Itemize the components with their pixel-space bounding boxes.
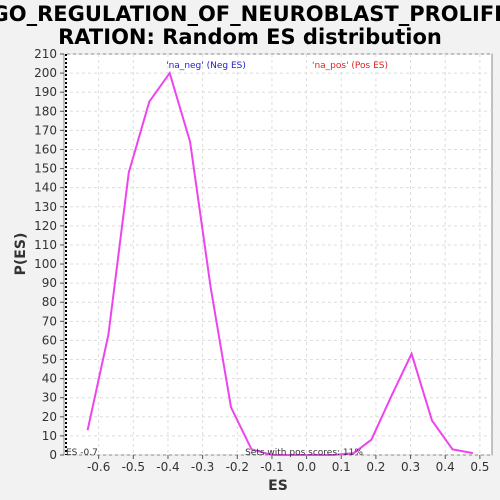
- y-tick-label: 50: [42, 353, 57, 367]
- y-tick-label: 200: [34, 66, 57, 80]
- y-tick-label: 90: [42, 276, 57, 290]
- x-tick-label: 0.2: [366, 460, 385, 474]
- plot-area: [63, 53, 493, 456]
- y-tick-label: 20: [42, 410, 57, 424]
- x-tick-label: -0.5: [122, 460, 145, 474]
- x-axis-ticks: -0.6 -0.5 -0.4 -0.3 -0.2 -0.1 0.0 0.1 0.2 0.3 0.4 0…: [87, 455, 489, 474]
- x-tick-label: 0.3: [401, 460, 420, 474]
- y-tick-label: 30: [42, 391, 57, 405]
- legend-neg: 'na_neg' (Neg ES): [166, 61, 246, 71]
- y-tick-label: 70: [42, 314, 57, 328]
- x-tick-label: -0.4: [156, 460, 179, 474]
- y-tick-label: 60: [42, 333, 57, 347]
- x-tick-label: -0.6: [87, 460, 110, 474]
- y-tick-label: 80: [42, 295, 57, 309]
- legend-pos: 'na_pos' (Pos ES): [312, 61, 388, 71]
- series-line: [86, 70, 474, 456]
- y-tick-label: 110: [34, 238, 57, 252]
- observed-es-label: ES -0.7: [66, 448, 98, 458]
- y-tick-label: 180: [34, 104, 57, 118]
- y-axis-label: P(ES): [13, 233, 29, 276]
- y-tick-label: 150: [34, 162, 57, 176]
- y-tick-label: 0: [49, 448, 57, 462]
- series-group: [86, 70, 474, 456]
- pos-scores-annotation: Sets with pos scores: 11%: [245, 448, 363, 458]
- x-tick-label: 0.4: [436, 460, 455, 474]
- y-tick-label: 130: [34, 200, 57, 214]
- y-tick-label: 170: [34, 123, 57, 137]
- x-tick-label: 0.1: [332, 460, 351, 474]
- y-tick-label: 140: [34, 181, 57, 195]
- y-tick-label: 190: [34, 85, 57, 99]
- y-tick-label: 120: [34, 219, 57, 233]
- x-tick-label: -0.2: [226, 460, 249, 474]
- y-tick-label: 210: [34, 47, 57, 61]
- y-tick-label: 40: [42, 372, 57, 386]
- x-tick-label: 0.0: [297, 460, 316, 474]
- y-axis-ticks: 0 10 20 30 40 50 60 70 80 90 100 110 120 130 140 150 160…: [34, 47, 64, 462]
- y-tick-label: 160: [34, 142, 57, 156]
- grid: [64, 53, 492, 456]
- x-tick-label: -0.1: [260, 460, 283, 474]
- x-tick-label: 0.5: [470, 460, 489, 474]
- y-tick-label: 10: [42, 429, 57, 443]
- y-tick-label: 100: [34, 257, 57, 271]
- x-axis-label: ES: [268, 478, 288, 494]
- x-tick-label: -0.3: [191, 460, 214, 474]
- chart-title-line-2: RATION: Random ES distribution: [58, 25, 442, 49]
- chart-title-line-1: GO_REGULATION_OF_NEUROBLAST_PROLIFE: [0, 2, 500, 26]
